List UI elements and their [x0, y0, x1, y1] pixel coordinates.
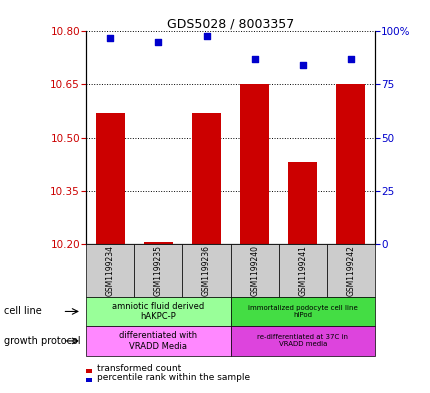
Bar [95, 113, 124, 244]
Text: GSM1199241: GSM1199241 [298, 245, 307, 296]
Text: GSM1199240: GSM1199240 [249, 245, 258, 296]
Point [155, 39, 162, 45]
Text: percentile rank within the sample: percentile rank within the sample [97, 373, 249, 382]
Bar [336, 84, 365, 244]
Text: GSM1199242: GSM1199242 [346, 245, 355, 296]
Title: GDS5028 / 8003357: GDS5028 / 8003357 [166, 17, 294, 30]
Text: amniotic fluid derived
hAKPC-P: amniotic fluid derived hAKPC-P [112, 302, 204, 321]
Text: transformed count: transformed count [97, 364, 181, 373]
Text: re-differentiated at 37C in
VRADD media: re-differentiated at 37C in VRADD media [257, 334, 347, 347]
Text: growth protocol: growth protocol [4, 336, 81, 346]
Point [251, 56, 258, 62]
Bar [288, 162, 316, 244]
Text: differentiated with
VRADD Media: differentiated with VRADD Media [119, 331, 197, 351]
Point [347, 56, 353, 62]
Bar [192, 113, 221, 244]
Bar [144, 242, 172, 244]
Text: GSM1199236: GSM1199236 [202, 245, 211, 296]
Text: GSM1199234: GSM1199234 [105, 245, 114, 296]
Text: immortalized podocyte cell line
hIPod: immortalized podocyte cell line hIPod [247, 305, 357, 318]
Point [298, 62, 305, 68]
Point [203, 33, 209, 39]
Text: cell line: cell line [4, 307, 42, 316]
Point [107, 35, 114, 41]
Text: GSM1199235: GSM1199235 [154, 245, 163, 296]
Bar [240, 84, 268, 244]
